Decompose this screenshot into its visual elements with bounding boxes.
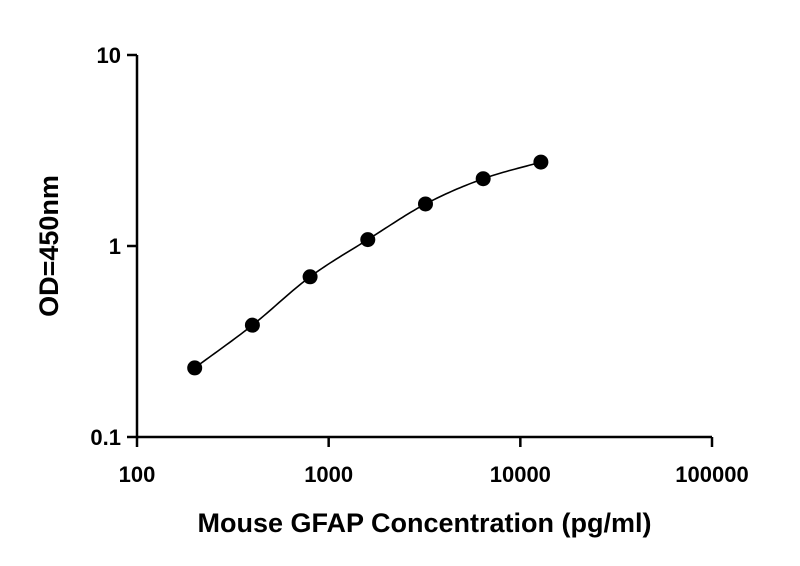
data-point	[533, 154, 549, 170]
data-point	[187, 360, 203, 376]
data-points	[187, 154, 549, 376]
x-tick-label: 100000	[675, 462, 748, 487]
x-tick-label: 10000	[490, 462, 551, 487]
data-point	[244, 317, 260, 333]
x-tick-label: 1000	[304, 462, 353, 487]
axes	[135, 55, 712, 439]
y-tick-label: 1	[109, 234, 121, 259]
data-point	[360, 232, 376, 248]
data-point	[417, 196, 433, 212]
data-point	[302, 269, 318, 285]
y-tick-label: 10	[97, 43, 121, 68]
x-tick-label: 100	[119, 462, 156, 487]
fitted-curve	[194, 161, 542, 369]
data-point	[475, 171, 491, 187]
y-axis-title: OD=450nm	[34, 175, 64, 317]
x-axis-ticks: 100 1000 10000 100000	[119, 437, 749, 487]
x-axis-title: Mouse GFAP Concentration (pg/ml)	[197, 508, 651, 538]
y-axis-ticks: 0.1 1 10	[90, 43, 137, 450]
y-tick-label: 0.1	[90, 425, 121, 450]
